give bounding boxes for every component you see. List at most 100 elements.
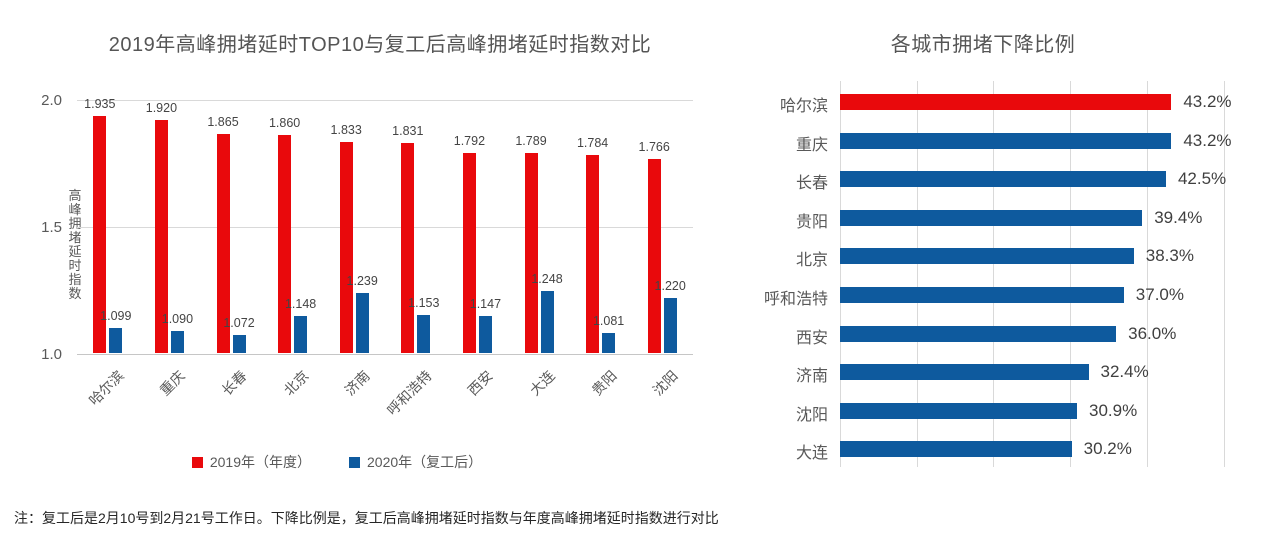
bar-value-label: 1.865 [207, 115, 239, 130]
hbar [840, 325, 1117, 342]
gridline [993, 81, 995, 467]
bar-value-label: 1.090 [161, 311, 194, 326]
x-axis-line [77, 353, 693, 355]
bar-value-label: 1.789 [515, 134, 547, 149]
left-chart-title: 2019年高峰拥堵延时TOP10与复工后高峰拥堵延时指数对比 [108, 34, 652, 56]
bar-2020 [232, 335, 246, 354]
bar-value-label: 1.831 [392, 123, 424, 138]
bar-2019 [278, 135, 292, 354]
gridline [77, 226, 693, 228]
bar-2020 [663, 297, 677, 354]
bar-value-label: 1.081 [592, 313, 625, 328]
bar-2019 [216, 134, 230, 354]
hbar-category-label: 西安 [795, 329, 828, 347]
bar-value-label: 1.072 [223, 316, 255, 331]
gridline [77, 100, 693, 101]
left-chart-legend: 2019年（年度） 2020年（复工后） [77, 452, 597, 472]
hbar [840, 364, 1089, 381]
bar-value-label: 1.784 [576, 135, 609, 150]
bar-2020 [170, 330, 184, 354]
bar-2020 [417, 314, 431, 354]
y-tick-label: 1.0 [41, 345, 62, 363]
legend-swatch [349, 456, 360, 468]
legend-item: 2020年（复工后） [349, 452, 482, 472]
bar-value-label: 1.147 [469, 297, 502, 312]
bar-2019 [647, 159, 661, 354]
bar-2020 [355, 292, 369, 354]
right-chart-title: 各城市拥堵下降比例 [890, 34, 1076, 56]
hbar-value-label: 30.2% [1083, 439, 1132, 459]
y-axis-title-char: 延 [68, 244, 82, 259]
hbar [840, 171, 1166, 188]
bar-2020 [478, 316, 492, 354]
left-chart-y-axis-title: 高峰拥堵延时指数 [67, 189, 83, 301]
hbar [840, 209, 1143, 226]
bar-2019 [401, 142, 415, 354]
bar-value-label: 1.920 [145, 101, 178, 116]
hbar-value-label: 43.2% [1183, 92, 1232, 111]
hbar-value-label: 37.0% [1135, 285, 1184, 304]
hbar [840, 132, 1172, 149]
hbar-value-label: 39.4% [1154, 207, 1203, 227]
legend-item: 2019年（年度） [191, 452, 311, 472]
hbar-value-label: 42.5% [1177, 169, 1227, 189]
gridline [916, 81, 918, 467]
bar-value-label: 1.766 [638, 140, 670, 155]
legend-label: 2019年（年度） [209, 454, 311, 470]
bar-2019 [586, 154, 600, 354]
y-axis-title-char: 堵 [68, 230, 82, 245]
hbar-value-label: 43.2% [1183, 130, 1232, 150]
bar-2019 [93, 116, 107, 354]
footnote: 注：复工后是2月10号到2月21号工作日。下降比例是，复工后高峰拥堵延时指数与年… [14, 510, 719, 526]
bar-2019 [524, 153, 538, 354]
hbar [840, 94, 1172, 110]
hbar [840, 402, 1077, 419]
gridline [1070, 81, 1072, 467]
hbar-category-label: 北京 [795, 252, 828, 270]
legend-label: 2020年（复工后） [367, 454, 483, 470]
bar-2019 [462, 152, 476, 354]
hbar-category-label: 哈尔滨 [779, 98, 828, 115]
bar-value-label: 1.935 [84, 97, 116, 112]
legend-swatch [191, 456, 203, 468]
hbar [840, 287, 1124, 303]
bar-2020 [540, 290, 554, 354]
hbar-category-label: 大连 [795, 445, 828, 463]
bar-value-label: 1.792 [453, 133, 486, 148]
bar-value-label: 1.248 [531, 271, 563, 286]
bar-2020 [294, 315, 308, 354]
bar-value-label: 1.239 [346, 273, 378, 288]
y-tick-label: 1.5 [41, 218, 62, 236]
bar-value-label: 1.860 [268, 116, 301, 131]
y-tick-label: 2.0 [41, 92, 62, 109]
bar-2019 [339, 142, 353, 354]
hbar-value-label: 38.3% [1145, 246, 1194, 266]
gridline [1146, 81, 1148, 467]
gridline [840, 81, 841, 467]
hbar-category-label: 长春 [795, 175, 828, 193]
y-axis-title-char: 数 [68, 286, 82, 301]
hbar-value-label: 32.4% [1100, 362, 1149, 382]
bar-2019 [154, 120, 168, 354]
bar-value-label: 1.099 [100, 309, 132, 324]
hbar-category-label: 重庆 [795, 136, 828, 154]
bar-value-label: 1.153 [408, 295, 440, 310]
y-axis-title-char: 时 [68, 258, 82, 273]
hbar-value-label: 30.9% [1089, 400, 1138, 420]
hbar [840, 441, 1072, 458]
hbar-category-label: 贵阳 [795, 213, 828, 231]
bar-value-label: 1.148 [284, 296, 317, 311]
gridline [1223, 81, 1225, 467]
hbar-category-label: 呼和浩特 [763, 291, 828, 308]
hbar [840, 248, 1134, 265]
hbar-category-label: 济南 [795, 368, 828, 386]
bar-2020 [602, 332, 616, 354]
bar-2020 [109, 328, 123, 354]
y-axis-title-char: 峰 [68, 202, 82, 217]
hbar-category-label: 沈阳 [795, 406, 828, 424]
y-axis-title-char: 拥 [68, 216, 82, 231]
bar-value-label: 1.220 [654, 278, 686, 293]
hbar-value-label: 36.0% [1128, 323, 1177, 343]
bar-value-label: 1.833 [330, 123, 362, 138]
